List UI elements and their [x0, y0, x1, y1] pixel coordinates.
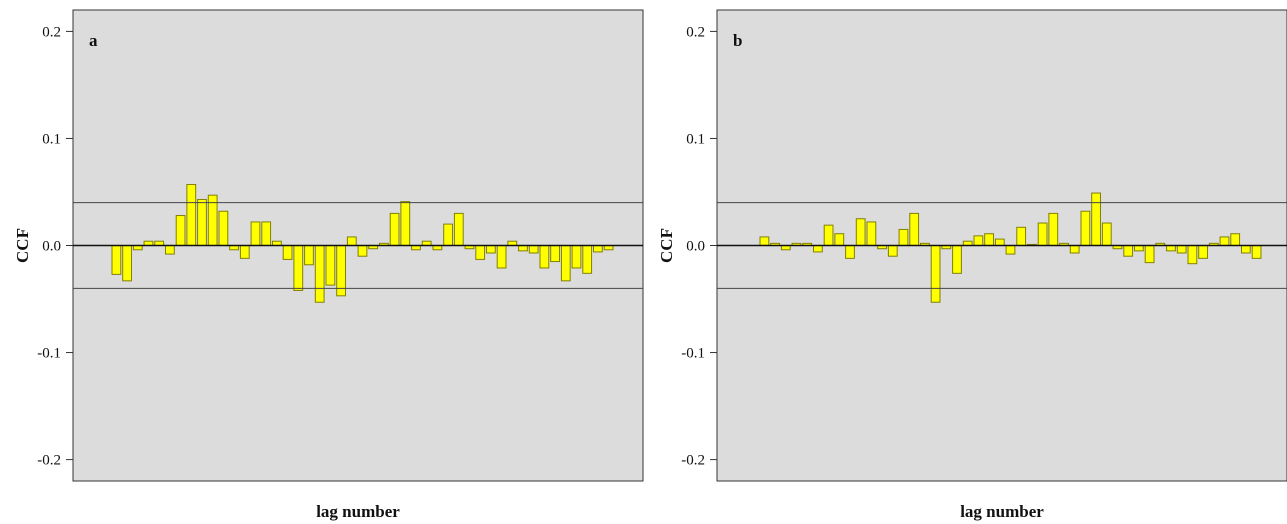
- panel-b-bar: [834, 233, 845, 247]
- panel-a-bar: [582, 245, 593, 274]
- panel-b-bar: [909, 212, 920, 247]
- panel-b-bar: [1048, 212, 1059, 247]
- panel-b-bar: [1091, 192, 1101, 247]
- panel-b-bar: [930, 245, 941, 303]
- panel-b-y-tick-label: -0.2: [681, 453, 705, 469]
- panel-b-bar: [984, 233, 994, 247]
- panel-b-bar: [1187, 245, 1198, 265]
- panel-b-bar: [1230, 233, 1241, 247]
- panel-b-bar: [1176, 245, 1187, 254]
- panel-b-bar: [1016, 226, 1027, 247]
- ccf-panel-b: -0.2 -0.1 0.0 0.1 0.2 b lag number CCF: [657, 9, 1287, 521]
- panel-b-y-tick-label: -0.1: [681, 346, 705, 362]
- panel-b-bar: [1080, 210, 1091, 246]
- panel-a-bar: [453, 212, 464, 247]
- panel-a-y-tick-label: 0.2: [42, 24, 61, 40]
- panel-a-bar: [325, 245, 336, 286]
- panel-a-bar: [186, 183, 197, 246]
- panel-b-bar: [1166, 245, 1176, 252]
- panel-b-bar: [813, 245, 823, 253]
- panel-a-bar: [518, 245, 528, 252]
- panel-b-bar: [1005, 245, 1016, 255]
- panel-a-bar: [539, 245, 550, 269]
- panel-b-bar: [1101, 222, 1112, 247]
- panel-a-bar: [165, 245, 175, 255]
- panel-b-bar: [855, 218, 866, 246]
- panel-a-label: a: [89, 31, 98, 50]
- panel-b-bar: [1123, 245, 1134, 257]
- panel-b-bar: [1198, 245, 1208, 259]
- panel-a-bar: [304, 245, 314, 266]
- panel-b-bar: [994, 238, 1005, 246]
- panel-b-bar: [1069, 245, 1080, 254]
- panel-a-bar: [593, 245, 603, 253]
- panel-a-bar: [475, 245, 486, 260]
- panel-a-bar: [239, 245, 250, 259]
- panel-a-bar: [175, 215, 186, 246]
- panel-b-bar: [845, 245, 855, 259]
- panel-a-y-tick-label: -0.2: [37, 453, 61, 469]
- panel-b-bar: [898, 228, 909, 246]
- panel-a-bar: [550, 245, 560, 263]
- panel-b-bar: [823, 224, 834, 246]
- panel-b-y-tick-label: 0.2: [686, 24, 705, 40]
- panel-b-bar: [1241, 245, 1251, 254]
- ccf-panel-a: -0.2 -0.1 0.0 0.1 0.2 a lag number CCF: [13, 9, 644, 521]
- panel-a-bar: [560, 245, 571, 282]
- panel-b-bar: [887, 245, 898, 257]
- panel-b-y-tick-label: 0.1: [686, 131, 705, 147]
- panel-b-y-tick-label: 0.0: [686, 239, 705, 255]
- panel-a-bar: [218, 210, 229, 246]
- panel-b-y-axis-title: CCF: [657, 228, 676, 263]
- panel-a-bar: [400, 201, 411, 246]
- panel-a-bar: [571, 245, 582, 269]
- panel-b-label: b: [733, 31, 742, 50]
- panel-a-bar: [443, 223, 453, 247]
- panel-a-bar: [496, 245, 507, 269]
- panel-a-bar: [346, 236, 357, 247]
- panel-a-bar: [197, 198, 207, 247]
- panel-a-bar: [250, 221, 261, 246]
- panel-a-bar: [293, 245, 304, 291]
- panel-a-bar: [261, 221, 272, 246]
- panel-a-bar: [357, 245, 368, 257]
- panel-a-bar: [486, 245, 496, 254]
- panel-b-bar: [866, 221, 877, 246]
- panel-b-bar: [1251, 245, 1262, 259]
- panel-a-bar: [122, 245, 132, 282]
- panel-b-bar: [759, 236, 770, 247]
- panel-a-bar: [314, 245, 325, 303]
- panel-b-bar: [1037, 222, 1048, 247]
- panel-a-bar: [282, 245, 293, 260]
- panel-a-y-axis-title: CCF: [13, 228, 32, 263]
- panel-a-bar: [111, 245, 122, 275]
- panel-b-bar: [1219, 236, 1230, 247]
- panel-a-bar: [389, 212, 400, 247]
- panel-b-x-axis-title: lag number: [960, 502, 1044, 521]
- panel-a-y-tick-label: -0.1: [37, 346, 61, 362]
- panel-a-y-tick-label: 0.1: [42, 131, 61, 147]
- panel-a-y-tick-label: 0.0: [42, 239, 61, 255]
- panel-b-bar: [1134, 245, 1144, 252]
- panel-b-bar: [952, 245, 962, 274]
- panel-b-bar: [973, 235, 984, 246]
- panel-a-bar: [528, 245, 539, 254]
- panel-a-x-axis-title: lag number: [316, 502, 400, 521]
- panel-b-bar: [1144, 245, 1155, 264]
